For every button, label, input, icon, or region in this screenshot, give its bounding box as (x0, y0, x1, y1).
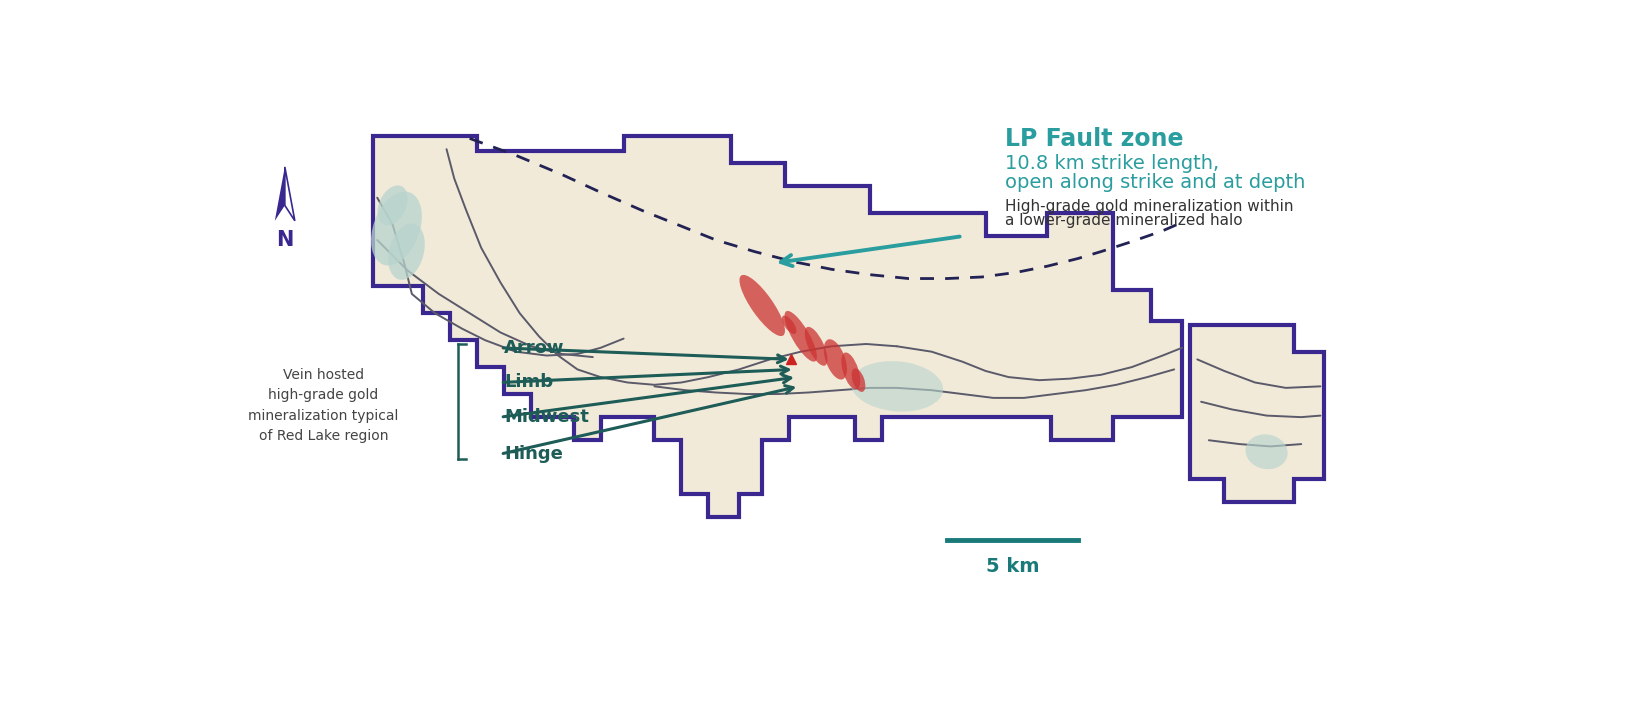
Text: Midwest: Midwest (504, 408, 588, 426)
Text: open along strike and at depth: open along strike and at depth (1004, 174, 1306, 192)
Polygon shape (1190, 325, 1324, 502)
Ellipse shape (740, 275, 786, 336)
Polygon shape (373, 136, 1182, 517)
Ellipse shape (388, 223, 425, 280)
Ellipse shape (805, 327, 828, 366)
Ellipse shape (372, 191, 422, 265)
Text: LP Fault zone: LP Fault zone (1004, 127, 1183, 151)
Text: Limb: Limb (504, 374, 554, 391)
Ellipse shape (784, 311, 817, 361)
Text: 10.8 km strike length,: 10.8 km strike length, (1004, 154, 1219, 174)
Ellipse shape (851, 361, 944, 412)
Text: High-grade gold mineralization within: High-grade gold mineralization within (1004, 199, 1293, 214)
Ellipse shape (1245, 435, 1288, 469)
Ellipse shape (782, 315, 797, 334)
Text: Vein hosted
high-grade gold
mineralization typical
of Red Lake region: Vein hosted high-grade gold mineralizati… (248, 368, 398, 444)
Ellipse shape (851, 369, 866, 392)
Text: Hinge: Hinge (504, 445, 562, 463)
Text: a lower-grade mineralized halo: a lower-grade mineralized halo (1004, 213, 1242, 227)
Ellipse shape (823, 339, 848, 379)
Polygon shape (285, 167, 295, 221)
Ellipse shape (841, 353, 861, 389)
Text: N: N (275, 230, 293, 250)
Ellipse shape (378, 186, 408, 225)
Text: 5 km: 5 km (986, 557, 1040, 576)
Text: Arrow: Arrow (504, 339, 564, 357)
Polygon shape (275, 167, 285, 221)
